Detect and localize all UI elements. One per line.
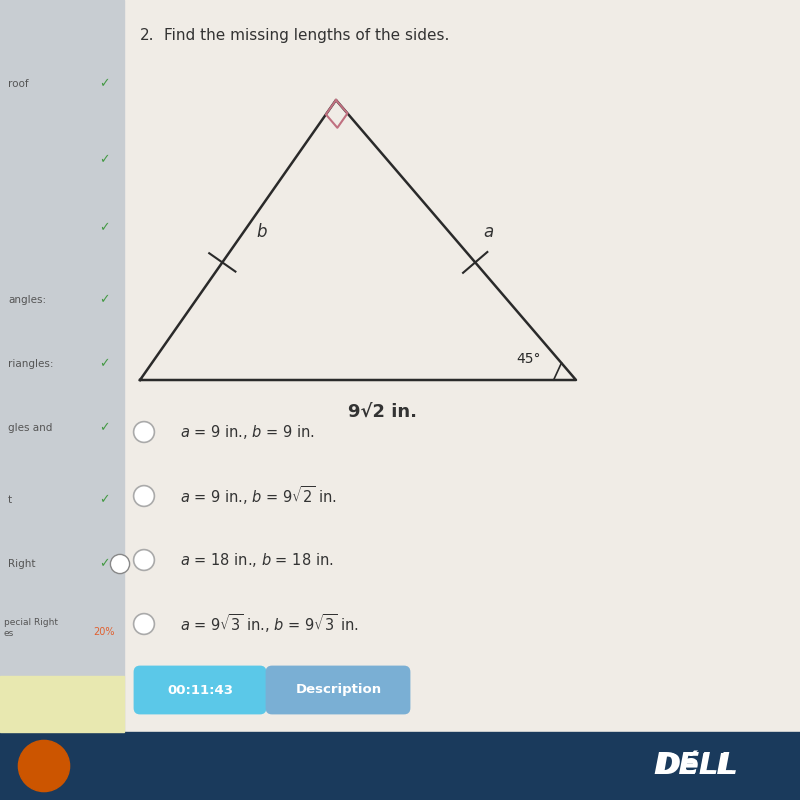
Text: b: b [257,223,267,241]
Text: Find the missing lengths of the sides.: Find the missing lengths of the sides. [164,28,450,43]
Text: angles:: angles: [8,295,46,305]
Text: pecial Right
es: pecial Right es [4,618,58,638]
Text: 00:11:43: 00:11:43 [167,683,233,697]
Text: ✓: ✓ [98,78,110,90]
Text: ✓: ✓ [98,294,110,306]
Text: 45°: 45° [516,351,541,366]
Text: a: a [483,223,493,241]
Text: ✓: ✓ [98,494,110,506]
Circle shape [134,550,154,570]
Circle shape [134,486,154,506]
Bar [124,0,800,732]
Text: t: t [8,495,12,505]
Bar [0,732,800,800]
Text: ✓: ✓ [98,558,110,570]
Circle shape [134,422,154,442]
Text: roof: roof [8,79,29,89]
FancyBboxPatch shape [266,666,410,714]
Text: $a$ = 9 in., $b$ = 9$\sqrt{2}$ in.: $a$ = 9 in., $b$ = 9$\sqrt{2}$ in. [180,485,337,507]
Bar [0,0,124,732]
Text: Right: Right [8,559,35,569]
Text: $a$ = 9 in., $b$ = 9 in.: $a$ = 9 in., $b$ = 9 in. [180,423,315,441]
Text: ✓: ✓ [98,422,110,434]
Text: DéLL: DéLL [658,752,734,780]
Text: $a$ = 18 in., $b$ = 18 in.: $a$ = 18 in., $b$ = 18 in. [180,551,334,569]
Bar [0,676,124,732]
Circle shape [110,554,130,574]
Text: gles and: gles and [8,423,52,433]
Circle shape [134,614,154,634]
Text: DELL: DELL [654,751,738,781]
Text: 2.: 2. [140,28,154,43]
Text: ✓: ✓ [98,154,110,166]
Text: 9√2 in.: 9√2 in. [347,403,417,421]
Text: Description: Description [295,683,382,697]
Text: $a$ = 9$\sqrt{3}$ in., $b$ = 9$\sqrt{3}$ in.: $a$ = 9$\sqrt{3}$ in., $b$ = 9$\sqrt{3}$… [180,613,358,635]
Text: 20%: 20% [94,627,114,637]
Text: ✓: ✓ [98,358,110,370]
Circle shape [18,741,70,792]
Text: riangles:: riangles: [8,359,54,369]
FancyBboxPatch shape [134,666,266,714]
Text: ✓: ✓ [98,222,110,234]
